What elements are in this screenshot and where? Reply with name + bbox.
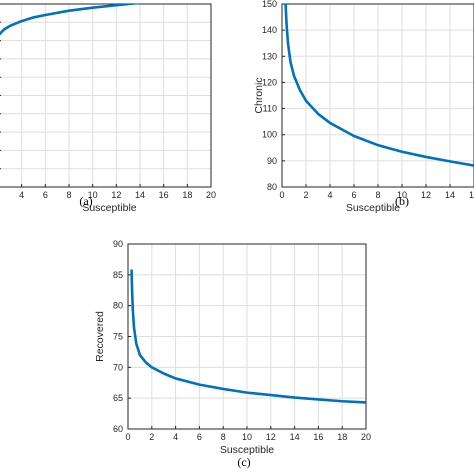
panel-a-xtick-label: 20: [206, 190, 216, 200]
panel-c-ytick-label: 90: [113, 239, 123, 249]
panel-b-ylabel: Chronic: [253, 77, 265, 113]
panel-c-xtick-label: 20: [361, 432, 371, 442]
panel-a-frame: [0, 3, 212, 188]
panel-a-xlabel: Susceptible: [82, 202, 136, 214]
panel-b-label: (b): [395, 194, 409, 208]
panel-c-xtick-label: 14: [290, 432, 300, 442]
panel-c-ytick-label: 65: [113, 393, 123, 403]
panel-c-xtick-label: 2: [149, 432, 154, 442]
panel-b-ytick-label: 120: [262, 77, 277, 87]
panel-b-ytick-label: 150: [262, 0, 277, 9]
panel-c-ytick-label: 80: [113, 301, 123, 311]
panel-c-xtick-label: 16: [313, 432, 323, 442]
panel-c-xtick-label: 0: [125, 432, 130, 442]
panel-b-ytick-label: 90: [267, 156, 277, 166]
panel-c-label: (c): [237, 455, 250, 469]
panel-a-xtick-label: 4: [19, 190, 24, 200]
panel-b-xtick-label: 2: [303, 190, 308, 200]
panel-b-ytick-label: 130: [262, 51, 277, 61]
panel-b-series-line: [284, 4, 474, 167]
panel-c-plot: 0 2 4 6 8 10 12 14 16 18 20 60 65 70 75 80 85 90 Susceptib…: [94, 239, 371, 456]
panel-a-xtick-label: 6: [43, 190, 48, 200]
panel-c-ytick-label: 60: [113, 424, 123, 434]
panel-a-xtick-label: 14: [135, 190, 145, 200]
panel-b-xlabel: Susceptible: [346, 202, 400, 214]
panel-c-ytick-label: 85: [113, 270, 123, 280]
panel-c-xtick-label: 6: [197, 432, 202, 442]
panel-b-frame: [281, 3, 474, 188]
panel-b-xtick-label: 8: [375, 190, 380, 200]
panel-c-ylabel: Recovered: [94, 311, 106, 362]
panel-b-ytick-label: 80: [267, 182, 277, 192]
panel-b-xtick-label: 16: [469, 190, 474, 200]
panel-c-xtick-label: 12: [266, 432, 276, 442]
panel-c-xtick-label: 8: [221, 432, 226, 442]
panel-b-xtick-label: 14: [445, 190, 455, 200]
panel-a-label: (a): [79, 194, 92, 208]
panel-c-ytick-label: 75: [113, 332, 123, 342]
panel-b-xtick-label: 10: [397, 190, 407, 200]
panel-b-xtick-label: 0: [279, 190, 284, 200]
panel-b-ytick-label: 100: [262, 130, 277, 140]
panel-b-ytick-label: 140: [262, 25, 277, 35]
panel-a-xtick-label: 10: [88, 190, 98, 200]
panel-a-xtick-label: 12: [111, 190, 121, 200]
panel-a-xtick-label: 16: [159, 190, 169, 200]
panel-b-ytick-label: 110: [263, 104, 277, 114]
panel-a-xtick-label: 18: [182, 190, 192, 200]
panel-c-xtick-label: 4: [173, 432, 178, 442]
panel-c-ytick-label: 70: [113, 362, 123, 372]
panel-a-plot: 4 6 8 10 12 14 16 18 20 Susceptible: [0, 3, 216, 214]
panel-c-xtick-label: 10: [242, 432, 252, 442]
panel-c-series-line: [130, 269, 366, 404]
panel-c-frame: [127, 243, 367, 430]
panel-c-xtick-label: 18: [337, 432, 347, 442]
panel-b-xtick-label: 6: [351, 190, 356, 200]
panel-a-series-line: [0, 4, 142, 36]
panel-b-xtick-label: 12: [421, 190, 431, 200]
panel-a-xtick-label: 8: [66, 190, 71, 200]
panel-c-xlabel: Susceptible: [220, 444, 274, 456]
panel-b-xtick-label: 4: [327, 190, 332, 200]
panel-b-plot: 0 2 4 6 8 10 12 14 16 80 90 100 110 120 130 140 150 Susce…: [253, 0, 474, 214]
